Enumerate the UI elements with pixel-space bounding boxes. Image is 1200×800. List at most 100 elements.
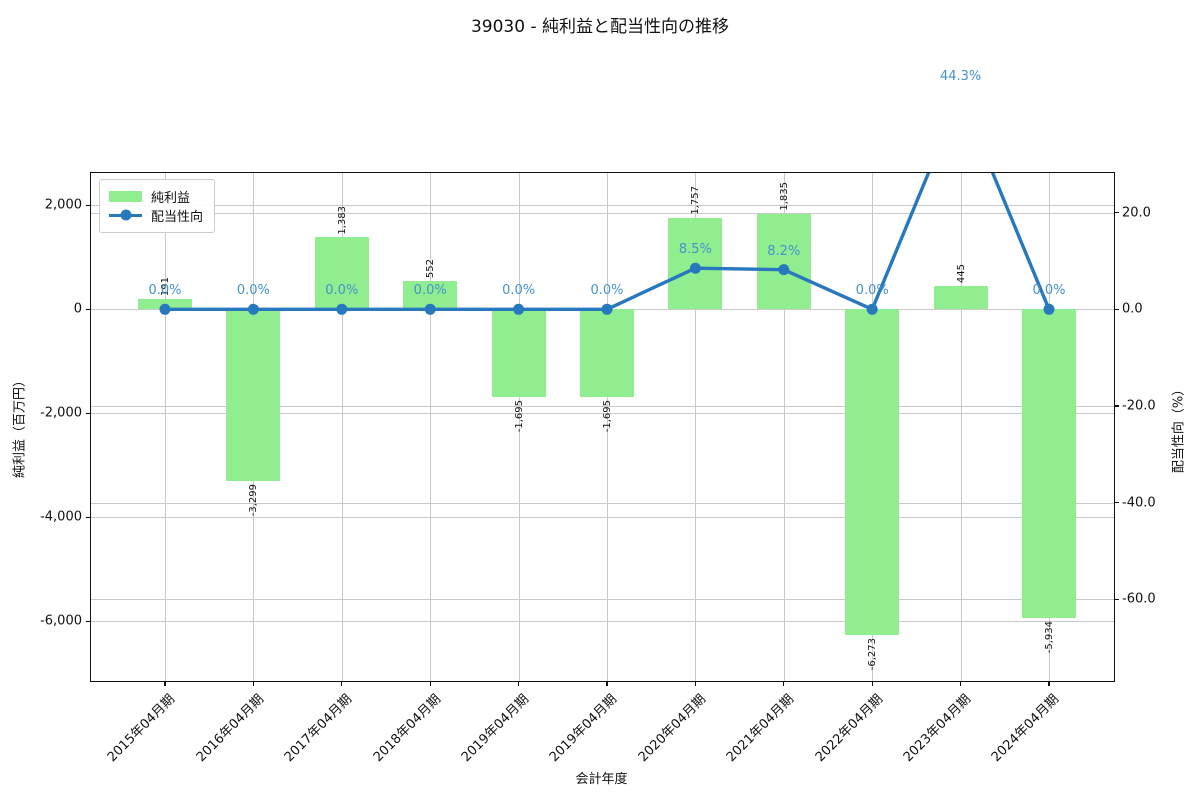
x-axis-label: 会計年度 (575, 772, 628, 787)
x-tick-mark (252, 681, 255, 686)
right-tick-label: -20.0 (1122, 398, 1156, 414)
net-income-bar (1022, 309, 1076, 618)
payout-ratio-label: 0.0% (325, 283, 359, 299)
x-tick-mark (694, 681, 697, 686)
right-tick-label: -60.0 (1122, 591, 1156, 607)
x-tick-label-text: 2018年04月期 (370, 691, 444, 766)
h-gridline (91, 621, 1114, 623)
left-tick-mark (86, 204, 91, 206)
payout-ratio-marker (689, 262, 701, 274)
payout-ratio-marker (424, 303, 436, 315)
payout-ratio-swatch-icon (109, 209, 142, 221)
v-gridline (695, 173, 697, 681)
v-gridline (518, 173, 520, 681)
payout-ratio-marker (336, 303, 348, 315)
h-gridline (91, 517, 1114, 519)
right-tick-mark (1114, 501, 1119, 504)
right-tick-label: 20.0 (1122, 205, 1151, 221)
right-tick-mark (1114, 308, 1119, 310)
payout-ratio-marker (159, 303, 171, 315)
right-tick-mark (1114, 598, 1119, 600)
payout-ratio-marker (866, 303, 878, 315)
x-tick-label-text: 2024年04月期 (989, 691, 1063, 766)
payout-ratio-label: 0.0% (502, 283, 536, 299)
y-axis-label-right: 配当性向（%） (1171, 382, 1187, 474)
left-tick-label: 0 (73, 301, 82, 317)
legend-item-payout-ratio: 配当性向 (109, 206, 203, 225)
legend-item-net-income: 純利益 (109, 187, 203, 206)
x-tick-mark (429, 681, 431, 686)
payout-ratio-label: 44.3% (939, 69, 982, 85)
x-tick-mark (606, 681, 608, 686)
net-income-bar (314, 237, 369, 310)
x-tick-mark (783, 681, 785, 686)
v-gridline (960, 173, 962, 681)
net-income-bar (756, 213, 811, 310)
net-income-bar (933, 286, 988, 310)
right-tick-mark (1114, 211, 1119, 214)
x-tick-label-text: 2019年04月期 (547, 691, 621, 766)
x-tick-label-text: 2020年04月期 (635, 691, 709, 766)
x-tick-label-text: 2022年04月期 (812, 691, 886, 766)
legend-label-payout-ratio: 配当性向 (151, 210, 204, 225)
payout-ratio-label: 0.0% (148, 283, 182, 299)
right-tick-label: 0.0 (1122, 301, 1143, 317)
net-income-bar (226, 309, 281, 481)
y-axis-label-left: 純利益（百万円） (12, 373, 28, 479)
payout-ratio-label: 8.2% (767, 243, 801, 259)
payout-ratio-label: 0.0% (1032, 283, 1066, 299)
left-tick-label: -6,000 (40, 613, 82, 629)
left-tick-mark (86, 516, 91, 518)
h-gridline (91, 502, 1114, 504)
left-tick-mark (86, 412, 91, 414)
v-gridline (783, 173, 785, 681)
payout-ratio-marker (601, 303, 613, 315)
x-tick-mark (871, 681, 873, 686)
h-gridline (91, 405, 1114, 407)
left-tick-label: -4,000 (40, 509, 82, 525)
left-tick-mark (86, 620, 91, 622)
legend-label-net-income: 純利益 (151, 191, 191, 206)
net-income-swatch-icon (109, 191, 142, 202)
left-tick-label: -2,000 (40, 405, 82, 421)
right-tick-mark (1114, 405, 1119, 407)
h-gridline (91, 212, 1114, 214)
h-gridline (91, 205, 1114, 207)
h-gridline (91, 413, 1114, 415)
v-gridline (341, 173, 343, 681)
right-tick-label: -40.0 (1122, 495, 1156, 511)
x-tick-label-text: 2016年04月期 (193, 691, 267, 766)
payout-ratio-label: 0.0% (590, 283, 624, 299)
v-gridline (607, 173, 608, 681)
payout-line-layer (159, 173, 1055, 315)
payout-ratio-label: 0.0% (855, 283, 889, 299)
x-tick-label-text: 2019年04月期 (458, 691, 533, 766)
plot-area: 191 -3,299 1,383 552 -1,695 -1,695 1,757 1,835-… (40, 70, 1156, 765)
h-gridline (91, 599, 1114, 601)
net-income-bar (580, 309, 634, 398)
net-income-bar (491, 309, 546, 398)
payout-ratio-marker (247, 303, 259, 315)
x-tick-label-text: 2015年04月期 (105, 691, 179, 766)
payout-ratio-marker (513, 303, 525, 315)
payout-ratio-label: 8.5% (678, 242, 712, 258)
x-tick-mark (517, 681, 520, 686)
payout-ratio-label: 0.0% (413, 283, 447, 299)
v-gridline (430, 173, 432, 681)
x-tick-label-text: 2021年04月期 (723, 691, 798, 766)
payout-ratio-marker (778, 264, 790, 276)
net-income-bar (845, 309, 900, 636)
left-tick-mark (86, 308, 91, 310)
x-tick-label-text: 2023年04月期 (900, 691, 975, 766)
v-gridline (165, 173, 166, 681)
x-tick-mark (1048, 681, 1050, 686)
payout-ratio-marker-icon (120, 209, 131, 221)
legend: 純利益 配当性向 (99, 179, 216, 233)
payout-ratio-label: 0.0% (236, 283, 270, 299)
x-tick-mark (959, 681, 962, 686)
payout-ratio-marker (1043, 303, 1055, 315)
chart-title: 39030 - 純利益と配当性向の推移 (470, 17, 730, 37)
x-tick-label-text: 2017年04月期 (281, 691, 356, 766)
x-tick-mark (164, 681, 166, 686)
